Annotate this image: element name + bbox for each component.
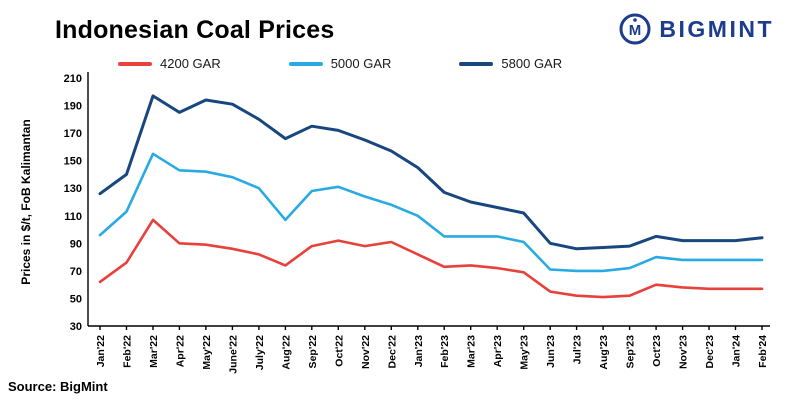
svg-text:Nov'23: Nov'23 — [678, 335, 690, 369]
svg-text:30: 30 — [70, 321, 82, 333]
svg-text:Apr'22: Apr'22 — [174, 335, 186, 367]
svg-text:Prices in $/t, FoB Kalimantan: Prices in $/t, FoB Kalimantan — [19, 119, 33, 284]
bigmint-logo: M BIGMINT — [618, 12, 774, 46]
svg-text:Mar'22: Mar'22 — [148, 335, 160, 368]
svg-text:Feb'24: Feb'24 — [757, 335, 769, 368]
chart-legend: 4200 GAR 5000 GAR 5800 GAR — [118, 56, 562, 71]
svg-text:Dec'22: Dec'22 — [386, 335, 398, 369]
svg-text:Jan'24: Jan'24 — [731, 335, 743, 367]
bigmint-logo-icon: M — [619, 13, 651, 45]
svg-text:Jul'23: Jul'23 — [572, 335, 584, 365]
svg-text:110: 110 — [64, 211, 82, 223]
svg-text:170: 170 — [64, 128, 82, 140]
svg-text:150: 150 — [64, 156, 82, 168]
legend-item-4200-gar: 4200 GAR — [118, 56, 221, 71]
svg-text:Feb'22: Feb'22 — [122, 335, 134, 368]
svg-text:210: 210 — [64, 73, 82, 85]
svg-text:May'23: May'23 — [519, 335, 531, 370]
svg-text:Feb'23: Feb'23 — [439, 335, 451, 368]
legend-label-5800-gar: 5800 GAR — [501, 56, 563, 71]
svg-text:190: 190 — [64, 101, 82, 113]
svg-text:Jan'23: Jan'23 — [413, 335, 425, 367]
svg-text:Sep'22: Sep'22 — [307, 335, 319, 369]
svg-text:Aug'23: Aug'23 — [598, 335, 610, 370]
svg-text:June'22: June'22 — [227, 335, 239, 374]
svg-text:50: 50 — [70, 293, 82, 305]
legend-swatch-5000-gar — [288, 61, 323, 66]
svg-text:May'22: May'22 — [201, 335, 213, 370]
svg-text:Oct'22: Oct'22 — [333, 335, 345, 367]
svg-text:90: 90 — [70, 238, 82, 250]
svg-text:Apr'23: Apr'23 — [492, 335, 504, 367]
svg-text:70: 70 — [70, 266, 82, 278]
svg-text:Jan'22: Jan'22 — [95, 335, 107, 367]
svg-text:Sep'23: Sep'23 — [625, 335, 637, 369]
svg-text:Jun'23: Jun'23 — [545, 335, 557, 368]
source-note: Source: BigMint — [8, 379, 108, 394]
svg-text:Oct'23: Oct'23 — [651, 335, 663, 367]
legend-item-5800-gar: 5800 GAR — [459, 56, 562, 71]
svg-text:Nov'22: Nov'22 — [360, 335, 372, 369]
svg-text:Mar'23: Mar'23 — [466, 335, 478, 368]
legend-label-5000-gar: 5000 GAR — [330, 56, 392, 71]
svg-text:M: M — [629, 22, 642, 39]
legend-item-5000-gar: 5000 GAR — [288, 56, 392, 71]
svg-text:130: 130 — [64, 183, 82, 195]
svg-text:July'22: July'22 — [254, 335, 266, 370]
svg-text:Aug'22: Aug'22 — [280, 335, 292, 370]
page-title: Indonesian Coal Prices — [55, 16, 335, 44]
legend-swatch-5800-gar — [459, 61, 494, 66]
legend-label-4200-gar: 4200 GAR — [160, 56, 221, 71]
bigmint-logo-text: BIGMINT — [659, 15, 774, 42]
legend-swatch-4200-gar — [118, 61, 152, 66]
svg-text:Dec'23: Dec'23 — [704, 335, 716, 369]
